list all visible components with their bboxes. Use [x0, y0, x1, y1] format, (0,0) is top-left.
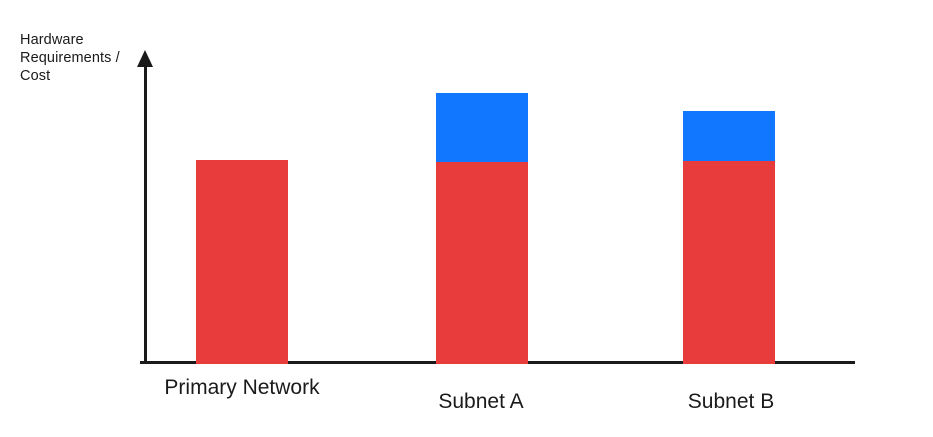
x-tick-label-primary-network: Primary Network — [164, 376, 320, 399]
y-axis-label: Hardware Requirements / Cost — [20, 32, 120, 84]
bar-segment-blue-segment — [436, 93, 528, 162]
bar-segment-red-segment — [196, 160, 288, 364]
y-axis-line — [144, 58, 147, 364]
bar-subnet-a — [436, 93, 528, 364]
bar-segment-blue-segment — [683, 111, 775, 161]
bar-subnet-b — [683, 111, 775, 364]
bar-primary-network — [196, 160, 288, 364]
x-tick-label-subnet-a: Subnet A — [438, 390, 524, 413]
x-tick-label-subnet-b: Subnet B — [687, 390, 775, 413]
bar-segment-red-segment — [436, 162, 528, 364]
bar-segment-red-segment — [683, 161, 775, 364]
